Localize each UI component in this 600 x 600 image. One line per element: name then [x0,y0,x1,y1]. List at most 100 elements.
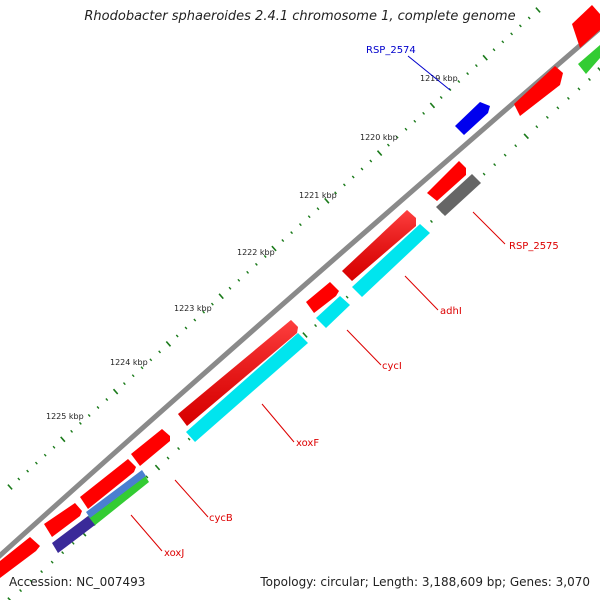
gene-label-rsp2574[interactable]: RSP_2574 [366,45,416,56]
tick-mark [360,167,364,171]
tick-mark [492,48,496,52]
tick-mark [474,64,478,68]
tick-mark [210,302,214,306]
tick-mark [376,150,383,157]
tick-mark [514,144,518,148]
blast-hit-steelblue[interactable] [86,470,146,518]
tick-mark [334,191,338,195]
tick-mark [122,382,126,386]
tick-mark [342,183,346,187]
tick-mark [105,398,109,402]
tick-mark [34,461,38,465]
cds-reverse[interactable] [316,296,350,328]
cds-forward[interactable] [131,429,170,466]
tick-mark [429,102,436,109]
tick-label: 1222 kbp [237,248,275,257]
cds-forward[interactable] [0,537,40,578]
tick-mark [271,245,277,252]
tick-mark [439,95,443,99]
tick-mark [466,72,470,76]
tick-mark [165,340,172,347]
tick-mark [386,143,390,147]
label-leaders [130,55,506,552]
tick-mark [87,413,91,417]
tick-mark [395,135,399,139]
tick-mark [429,219,433,223]
tick-mark [307,215,311,219]
tick-mark [26,469,30,473]
tick-mark [545,115,549,119]
tick-mark [218,293,224,300]
gene-label-cycb[interactable]: cycB [209,513,233,524]
tick-mark [535,125,539,129]
tick-mark [112,388,119,395]
tick-mark [501,40,505,44]
tick-mark [351,175,355,179]
tick-mark [71,541,75,545]
tick-mark [510,32,514,36]
gene-label-xoxf[interactable]: xoxF [296,438,319,449]
tick-mark [228,286,232,290]
gene-label-cyci[interactable]: cycI [382,361,402,372]
blast-hit-green[interactable] [88,474,149,526]
blast-hit-green[interactable] [578,45,600,74]
cds-reverse[interactable] [186,333,308,442]
tick-mark [29,579,33,583]
blast-hit-blue[interactable] [455,102,490,135]
tick-mark [482,172,486,176]
tick-mark [177,447,181,451]
tick-mark [324,197,330,204]
tick-mark [597,67,600,72]
tick-mark [43,453,47,457]
cds-forward[interactable] [572,5,600,48]
tick-mark [131,374,135,378]
tick-mark [345,295,349,299]
gene-label-adhi[interactable]: adhI [440,306,462,317]
tick-mark [263,254,267,258]
tick-mark [281,239,285,243]
tick-mark [140,366,144,370]
cds-reverse[interactable] [352,224,430,297]
cds-forward[interactable] [514,66,563,116]
chromosome-backbone [0,25,600,559]
tick-label: 1219 kbp [420,74,458,83]
tick-mark [154,464,161,471]
blast-hit-purple[interactable] [52,516,95,553]
tick-mark [556,106,560,110]
tick-label: 1224 kbp [110,358,148,367]
tick-mark [175,334,179,338]
cds-forward[interactable] [44,503,82,537]
tick-mark [482,54,488,61]
tick-mark [503,153,507,157]
tick-mark [314,324,318,328]
tick-mark [52,445,56,449]
cds-forward[interactable] [306,282,339,313]
tick-mark [298,223,302,227]
tick-mark [457,80,461,84]
tick-mark [60,436,66,443]
tick-mark [184,326,188,330]
cds-forward[interactable] [427,161,466,201]
tick-label: 1225 kbp [46,412,84,421]
tick-mark [290,231,294,235]
tick-mark [302,332,308,338]
map-title: Rhodobacter sphaeroides 2.4.1 chromosome… [84,9,516,24]
tick-mark [577,87,581,91]
gene-label-rsp2575[interactable]: RSP_2575 [509,241,559,252]
reverse-cds-track [186,224,430,442]
blast-hit-grey[interactable] [436,174,481,216]
accession-text: Accession: NC_007493 [9,575,146,589]
tick-mark [40,570,44,574]
tick-mark [202,310,206,314]
tick-mark [413,119,417,123]
tick-mark [535,7,541,13]
tick-mark [254,262,258,266]
tick-mark [246,270,250,274]
tick-mark [587,77,591,81]
tick-mark [158,350,162,354]
gene-label-xoxj[interactable]: xoxJ [164,548,184,559]
cds-forward[interactable] [80,459,136,509]
forward-cds-shading [178,210,416,426]
tick-mark [187,437,191,441]
tick-mark [566,96,570,100]
